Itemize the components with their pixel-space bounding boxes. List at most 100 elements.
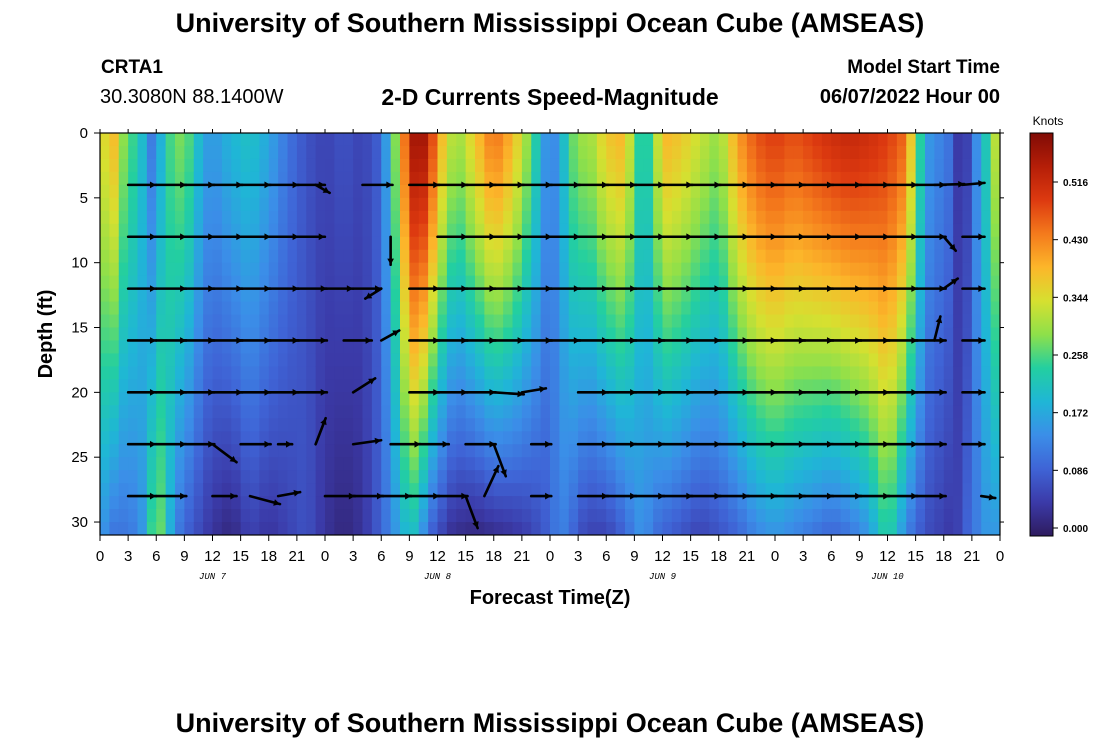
heatmap-cell: [371, 301, 382, 316]
heatmap-cell: [456, 405, 467, 419]
heatmap-cell: [156, 522, 167, 535]
heatmap-cell: [128, 314, 139, 329]
heatmap-cell: [193, 457, 204, 471]
heatmap-cell: [971, 392, 982, 406]
heatmap-cell: [240, 158, 251, 173]
heatmap-cell: [100, 197, 110, 212]
heatmap-cell: [981, 483, 992, 497]
heatmap-cell: [859, 431, 870, 445]
heatmap-cell: [203, 483, 214, 497]
heatmap-cell: [671, 353, 682, 368]
heatmap-cell: [325, 418, 335, 432]
heatmap-cell: [334, 457, 345, 471]
heatmap-cell: [146, 171, 157, 186]
heatmap-cell: [353, 353, 364, 368]
heatmap-cell: [362, 171, 373, 186]
heatmap-cell: [484, 288, 495, 303]
heatmap-cell: [887, 496, 898, 510]
heatmap-cell: [268, 366, 279, 380]
heatmap-cell: [868, 379, 879, 393]
current-arrows: [126, 180, 997, 530]
heatmap-cell: [793, 509, 804, 523]
heatmap-cell: [240, 145, 251, 160]
heatmap-cell: [456, 392, 467, 406]
heatmap-cell: [531, 171, 542, 186]
heatmap-cell: [428, 133, 439, 147]
heatmap-cell: [821, 340, 832, 355]
heatmap-cell: [109, 171, 120, 186]
heatmap-cell: [203, 288, 214, 303]
colorbar-tick-label: 0.516: [1063, 178, 1088, 189]
heatmap-cell: [109, 392, 120, 406]
heatmap-cell: [821, 275, 832, 290]
heatmap-cell: [325, 340, 335, 355]
heatmap-cell: [100, 210, 110, 225]
heatmap-cell: [784, 145, 795, 160]
heatmap-cell: [268, 522, 279, 535]
x-axis: 0 3 6 9 12 15 18 21 0 3 6 9 12 15 18 21 0 3 6 9 12 15 18 21 0 3 6 9…: [96, 129, 1004, 565]
heatmap-cell: [540, 353, 551, 368]
heatmap-cell: [296, 158, 307, 173]
heatmap-cell: [990, 470, 1000, 484]
heatmap-cell: [325, 379, 335, 393]
heatmap-cell: [334, 431, 345, 445]
heatmap-cell: [493, 314, 504, 329]
heatmap-cell: [334, 249, 345, 264]
heatmap-cell: [296, 366, 307, 380]
heatmap-cell: [634, 197, 645, 212]
heatmap-cell: [728, 483, 739, 497]
heatmap-cell: [353, 457, 364, 471]
heatmap-cell: [146, 210, 157, 225]
heatmap-cell: [690, 249, 701, 264]
heatmap-cell: [962, 210, 973, 225]
heatmap-cell: [653, 288, 664, 303]
heatmap-cell: [362, 340, 373, 355]
heatmap-cell: [296, 353, 307, 368]
heatmap-cell: [953, 314, 964, 329]
heatmap-cell: [250, 210, 260, 225]
heatmap-cell: [803, 340, 814, 355]
heatmap-cell: [371, 236, 382, 251]
heatmap-cell: [690, 288, 701, 303]
heatmap-cell: [381, 184, 392, 199]
heatmap-cell: [746, 327, 757, 342]
heatmap-cell: [531, 236, 542, 251]
heatmap-cell: [278, 236, 289, 251]
heatmap-cell: [550, 197, 560, 212]
heatmap-cell: [381, 145, 392, 160]
heatmap-cell: [165, 366, 176, 380]
heatmap-cell: [625, 184, 635, 199]
heatmap-cell: [175, 145, 185, 160]
heatmap-cell: [418, 210, 429, 225]
heatmap-cell: [221, 327, 232, 342]
heatmap-cell: [981, 379, 992, 393]
heatmap-cell: [418, 444, 429, 458]
heatmap-cell: [981, 133, 992, 147]
heatmap-cell: [775, 133, 785, 147]
heatmap-cell: [437, 353, 448, 368]
heatmap-cell: [850, 366, 860, 380]
heatmap-cell: [634, 340, 645, 355]
heatmap-cell: [334, 418, 345, 432]
heatmap-cell: [446, 340, 457, 355]
heatmap-cell: [709, 197, 720, 212]
heatmap-cell: [400, 444, 410, 458]
heatmap-cell: [831, 379, 842, 393]
heatmap-cell: [812, 288, 823, 303]
heatmap-cell: [831, 405, 842, 419]
heatmap-cell: [868, 327, 879, 342]
heatmap-cell: [840, 158, 851, 173]
heatmap-cell: [990, 314, 1000, 329]
heatmap-cell: [362, 522, 373, 535]
heatmap-cell: [231, 184, 242, 199]
heatmap-cell: [662, 197, 673, 212]
heatmap-cell: [756, 145, 767, 160]
current-arrow: [961, 233, 986, 241]
heatmap-cell: [531, 340, 542, 355]
heatmap-cell: [737, 444, 748, 458]
heatmap-cell: [578, 133, 589, 147]
heatmap-cell: [793, 145, 804, 160]
heatmap-cell: [850, 509, 860, 523]
heatmap-cell: [268, 327, 279, 342]
heatmap-cell: [709, 340, 720, 355]
